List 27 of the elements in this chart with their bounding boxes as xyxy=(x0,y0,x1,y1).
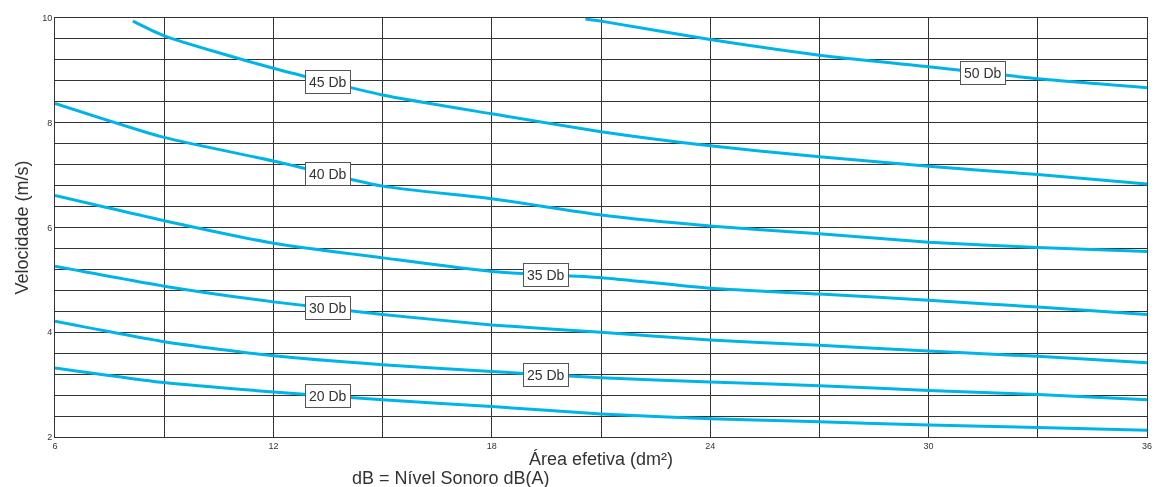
series-label: 50 Db xyxy=(964,65,1002,81)
line-series xyxy=(583,18,1147,90)
series-label: 30 Db xyxy=(309,300,347,316)
x-tick-label: 18 xyxy=(486,440,497,451)
series-label: 20 Db xyxy=(309,388,347,404)
x-tick-label: 36 xyxy=(1141,440,1153,451)
y-axis-title: Velocidade (m/s) xyxy=(12,160,33,295)
line-series xyxy=(55,264,1147,365)
y-tick-label: 8 xyxy=(47,117,53,128)
series-label: 35 Db xyxy=(527,267,565,283)
line-series xyxy=(55,319,1147,402)
series-label: 45 Db xyxy=(309,74,347,90)
y-tick-label: 4 xyxy=(47,327,53,338)
x-tick-label: 12 xyxy=(268,440,279,451)
x-tick-label: 24 xyxy=(705,440,716,451)
text: dB = Nível Sonoro dB(A) xyxy=(352,468,550,487)
series-label: 40 Db xyxy=(309,166,347,182)
y-tick-label: 10 xyxy=(42,13,53,24)
y-tick-label: 6 xyxy=(47,222,53,233)
line-series xyxy=(55,366,1147,432)
x-axis-title: Área efetiva (dm²) xyxy=(528,448,674,469)
series-label: 25 Db xyxy=(527,367,565,383)
line-series xyxy=(55,194,1147,316)
y-tick-label: 2 xyxy=(47,432,53,443)
x-tick-label: 30 xyxy=(923,440,934,451)
line-series xyxy=(55,101,1147,254)
line-series xyxy=(131,19,1147,186)
